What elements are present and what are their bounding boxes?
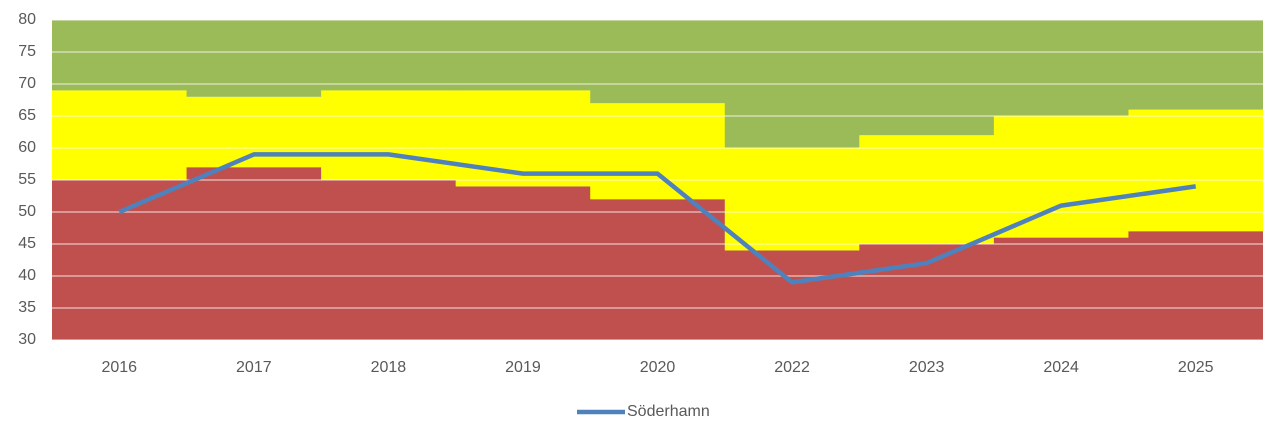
y-tick-label: 45 xyxy=(18,235,36,252)
bar xyxy=(321,20,457,91)
x-tick-label: 2017 xyxy=(236,359,272,376)
bar xyxy=(186,167,322,340)
y-tick-label: 40 xyxy=(18,267,36,284)
bar xyxy=(993,116,1129,238)
x-tick-label: 2024 xyxy=(1043,359,1079,376)
x-tick-label: 2023 xyxy=(909,359,945,376)
bar xyxy=(52,20,188,91)
bar xyxy=(859,244,995,340)
y-tick-label: 55 xyxy=(18,171,36,188)
y-tick-label: 70 xyxy=(18,75,36,92)
bar xyxy=(724,148,860,251)
y-tick-label: 75 xyxy=(18,43,36,60)
y-tick-label: 65 xyxy=(18,107,36,124)
y-tick-label: 35 xyxy=(18,299,36,316)
bar xyxy=(455,20,591,91)
y-tick-label: 60 xyxy=(18,139,36,156)
bar xyxy=(455,90,591,187)
bar xyxy=(590,199,726,340)
bar xyxy=(724,250,860,340)
x-tick-label: 2016 xyxy=(101,359,137,376)
bar xyxy=(52,90,188,180)
bar xyxy=(1128,109,1263,232)
bar xyxy=(590,20,726,104)
y-tick-label: 30 xyxy=(18,331,36,348)
bar xyxy=(186,20,322,97)
x-tick-label: 2025 xyxy=(1178,359,1214,376)
bar xyxy=(321,180,457,340)
y-tick-label: 50 xyxy=(18,203,36,220)
bar xyxy=(993,237,1129,340)
bar xyxy=(859,20,995,136)
x-tick-label: 2019 xyxy=(505,359,541,376)
bar xyxy=(321,90,457,180)
bar xyxy=(1128,231,1263,340)
line xyxy=(118,152,1197,285)
bar xyxy=(52,180,188,340)
x-tick-label: 2018 xyxy=(371,359,407,376)
x-tick-label: 2020 xyxy=(640,359,676,376)
bar xyxy=(1128,20,1263,110)
x-tick-label: 2022 xyxy=(774,359,810,376)
y-tick-label: 80 xyxy=(18,11,36,28)
bar xyxy=(993,20,1129,116)
bar xyxy=(859,135,995,244)
legend-label: Söderhamn xyxy=(627,403,710,420)
bar xyxy=(455,186,591,340)
bar xyxy=(590,103,726,200)
